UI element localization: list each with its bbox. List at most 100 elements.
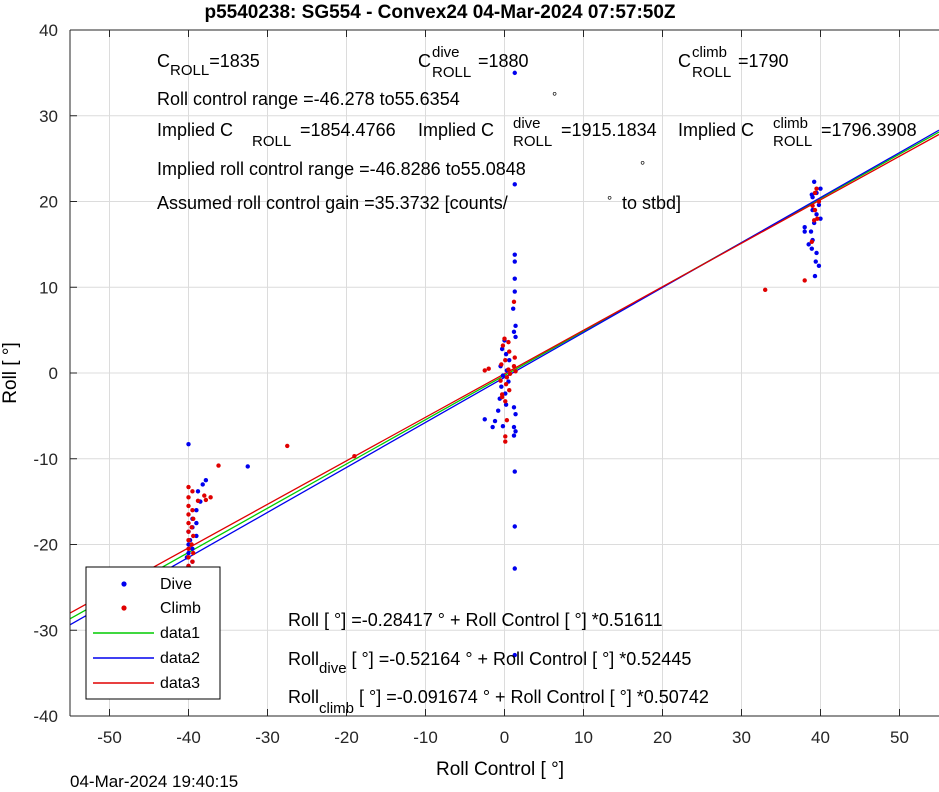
point-dive <box>511 329 517 335</box>
y-tick-label: -40 <box>33 707 58 726</box>
y-tick-label: -30 <box>33 621 58 640</box>
point-dive <box>808 229 814 234</box>
point-climb <box>504 375 510 380</box>
point-climb <box>208 495 213 500</box>
point-climb <box>186 484 191 490</box>
point-climb <box>186 503 191 509</box>
x-tick-label: 20 <box>653 728 672 747</box>
y-tick-label: 40 <box>39 21 58 40</box>
point-dive <box>490 424 495 430</box>
point-climb <box>502 336 507 341</box>
point-dive <box>513 334 518 340</box>
implied-c-roll-climb-sup: climb <box>773 115 808 132</box>
point-dive <box>503 402 509 407</box>
y-tick-label: 30 <box>39 107 58 126</box>
point-dive <box>195 489 201 494</box>
point-dive <box>492 418 498 424</box>
roll-control-range: Roll control range =-46.278 to55.6354 <box>157 89 460 109</box>
point-climb <box>482 368 487 373</box>
point-dive <box>511 424 517 430</box>
chart-title: p5540238: SG554 - Convex24 04-Mar-2024 0… <box>204 2 675 23</box>
point-climb <box>500 343 506 348</box>
legend-label-data2: data2 <box>160 650 200 667</box>
point-dive <box>512 289 517 294</box>
point-climb <box>186 546 191 551</box>
point-climb <box>812 190 818 196</box>
point-dive <box>809 246 815 251</box>
point-climb <box>503 381 509 387</box>
implied-range-degree: ° <box>640 158 645 173</box>
point-climb <box>506 367 511 372</box>
generation-timestamp: 04-Mar-2024 19:40:15 <box>70 772 239 791</box>
implied-c-roll-climb: Implied CROLL=1796.3908 <box>678 120 917 150</box>
implied-c-roll: Implied CROLL=1854.4766 <box>157 120 396 150</box>
fit-equation-climb: Rollclimb [ °] =-0.091674 ° + Roll Contr… <box>288 687 709 717</box>
point-dive <box>802 225 807 230</box>
point-climb <box>812 207 818 213</box>
point-dive <box>512 469 517 474</box>
point-climb <box>190 489 195 494</box>
x-tick-label: 0 <box>500 728 509 747</box>
point-climb <box>499 394 505 400</box>
annotations: CROLL=1835 CROLL=1880 dive CROLL=1790 cl… <box>157 44 917 717</box>
x-tick-label: 30 <box>732 728 751 747</box>
point-dive <box>200 482 205 487</box>
point-dive <box>499 384 504 389</box>
point-climb <box>810 203 815 208</box>
point-dive <box>812 273 818 279</box>
point-dive <box>203 477 209 483</box>
point-dive <box>814 250 819 256</box>
point-climb <box>503 439 508 444</box>
point-climb <box>216 463 221 468</box>
point-dive <box>512 524 517 529</box>
point-climb <box>186 520 191 526</box>
c-roll-climb-sup: climb <box>692 44 727 61</box>
point-climb <box>203 497 209 503</box>
point-climb <box>190 508 195 513</box>
legend-label-data3: data3 <box>160 675 200 692</box>
point-dive <box>813 259 818 264</box>
point-dive <box>510 306 516 311</box>
x-tick-label: -30 <box>255 728 280 747</box>
x-tick-label: -50 <box>97 728 122 747</box>
point-climb <box>511 299 517 305</box>
x-tick-labels: -50 -40 -30 -20 -10 0 10 20 30 40 50 <box>97 728 909 747</box>
y-tick-label: 10 <box>39 278 58 297</box>
point-climb <box>811 218 817 223</box>
point-dive <box>500 423 506 429</box>
point-dive <box>512 276 517 281</box>
point-dive <box>512 70 517 76</box>
c-roll-dive-sup: dive <box>432 44 460 61</box>
point-dive <box>186 542 191 547</box>
x-tick-label: -10 <box>413 728 438 747</box>
axes <box>69 29 939 717</box>
x-tick-label: -20 <box>334 728 359 747</box>
point-dive <box>513 323 518 329</box>
point-climb <box>512 355 517 360</box>
fit-line-data2 <box>69 129 939 626</box>
point-dive <box>482 417 487 422</box>
point-climb <box>504 417 510 423</box>
implied-roll-control-range: Implied roll control range =-46.8286 to5… <box>157 159 526 179</box>
point-dive <box>512 566 517 571</box>
legend-label-climb: Climb <box>160 600 201 617</box>
point-climb <box>202 493 207 498</box>
point-dive <box>512 182 517 187</box>
point-dive <box>512 259 517 264</box>
point-climb <box>511 363 517 369</box>
point-climb <box>506 339 511 345</box>
point-dive <box>816 263 822 269</box>
roll-control-range-degree: ° <box>552 89 557 104</box>
point-climb <box>486 366 491 371</box>
point-climb <box>186 538 191 543</box>
point-dive <box>513 411 518 417</box>
assumed-gain-tail: to stbd] <box>622 193 681 213</box>
point-climb <box>763 287 768 293</box>
y-tick-label: 0 <box>49 364 58 383</box>
point-dive <box>512 652 517 658</box>
point-climb <box>499 362 504 367</box>
point-dive <box>499 346 505 352</box>
point-dive <box>816 202 822 208</box>
legend-label-dive: Dive <box>160 576 192 593</box>
